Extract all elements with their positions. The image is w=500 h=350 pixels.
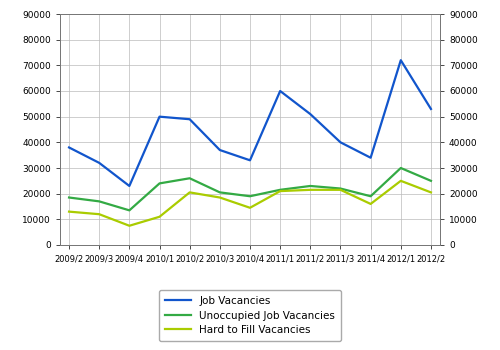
Legend: Job Vacancies, Unoccupied Job Vacancies, Hard to Fill Vacancies: Job Vacancies, Unoccupied Job Vacancies,…: [158, 290, 342, 341]
